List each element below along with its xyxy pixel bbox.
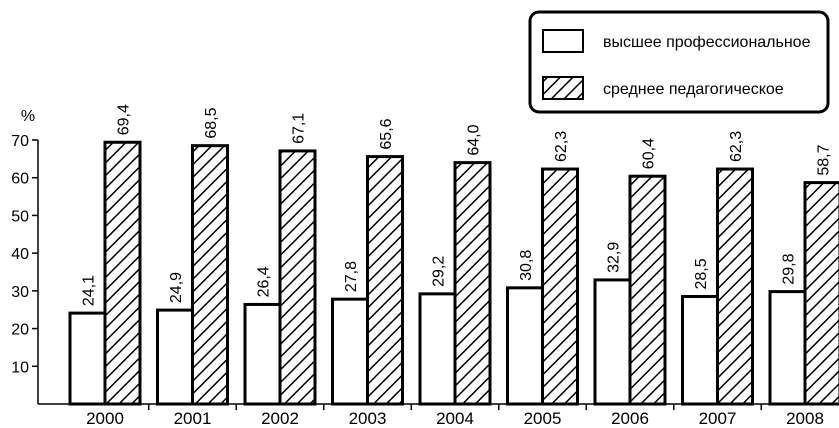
bar-value-label: 24,1 — [81, 275, 98, 306]
bar-value-label: 65,6 — [378, 118, 395, 149]
x-tick-label: 2008 — [786, 409, 824, 428]
y-tick-label: 20 — [11, 322, 29, 339]
bar-higher-professional — [243, 302, 282, 406]
bar-higher-professional — [506, 286, 544, 406]
legend-swatch-higher — [542, 29, 584, 53]
bar-value-label: 62,3 — [728, 131, 745, 162]
bar-higher-professional — [156, 308, 194, 406]
y-tick-label: 30 — [11, 284, 29, 301]
y-axis-title: % — [21, 108, 35, 125]
legend-label-higher: высшее профессиональное — [603, 34, 811, 51]
x-tick-labels: 2000 2001 2002 2003 2004 2005 2006 2007 2008 — [86, 404, 824, 428]
bar-value-label: 62,3 — [553, 131, 570, 162]
y-tick-label: 50 — [11, 208, 29, 225]
y-ticks: 10 20 30 40 50 60 70 — [11, 133, 38, 376]
bar-secondary-pedagogical — [278, 149, 317, 406]
x-tick-label: 2003 — [349, 409, 387, 428]
bar-value-label: 58,7 — [816, 144, 833, 175]
bar-secondary-pedagogical — [103, 140, 142, 406]
y-tick-label: 60 — [11, 171, 29, 188]
bar-secondary-pedagogical — [803, 181, 839, 406]
bar-secondary-pedagogical — [541, 167, 579, 406]
bar-secondary-pedagogical — [366, 155, 404, 406]
bar-higher-professional — [681, 295, 719, 406]
bar-value-label: 29,8 — [781, 253, 798, 284]
x-tick-label: 2005 — [524, 409, 562, 428]
value-labels: 24,1 69,4 24,9 68,5 26,4 67,1 27,8 65,6 29,2 64,0… — [81, 104, 833, 306]
bar-value-label: 32,9 — [606, 242, 623, 273]
bar-value-label: 30,8 — [518, 250, 535, 281]
legend-label-secondary: среднее педагогическое — [603, 81, 784, 98]
legend-swatch-secondary — [542, 76, 584, 100]
bar-secondary-pedagogical — [628, 174, 667, 406]
x-tick-label: 2002 — [261, 409, 299, 428]
x-tick-label: 2006 — [611, 409, 649, 428]
bar-secondary-pedagogical — [453, 161, 492, 406]
x-tick-label: 2001 — [174, 409, 212, 428]
bar-secondary-pedagogical — [191, 144, 229, 406]
legend: высшее профессиональное среднее педагоги… — [528, 10, 830, 114]
bar-value-label: 24,9 — [168, 272, 185, 303]
bar-value-label: 60,4 — [641, 138, 658, 169]
bar-higher-professional — [331, 297, 369, 406]
bar-value-label: 29,2 — [431, 256, 448, 287]
bar-value-label: 64,0 — [466, 124, 483, 155]
bar-value-label: 27,8 — [343, 261, 360, 292]
bar-value-label: 69,4 — [116, 104, 133, 135]
bar-higher-professional — [593, 278, 632, 406]
bars — [68, 140, 839, 406]
bar-secondary-pedagogical — [716, 167, 754, 406]
bar-value-label: 68,5 — [203, 107, 220, 138]
bar-value-label: 26,4 — [256, 266, 273, 297]
bar-higher-professional — [768, 290, 807, 406]
x-tick-label: 2007 — [699, 409, 737, 428]
bar-value-label: 67,1 — [291, 113, 308, 144]
bar-higher-professional — [418, 292, 457, 406]
x-tick-label: 2004 — [436, 409, 474, 428]
y-tick-label: 70 — [11, 133, 29, 150]
bar-higher-professional — [68, 311, 107, 406]
y-tick-label: 10 — [11, 359, 29, 376]
x-tick-label: 2000 — [86, 409, 124, 428]
y-tick-label: 40 — [11, 246, 29, 263]
legend-frame — [528, 10, 830, 114]
bar-value-label: 28,5 — [693, 258, 710, 289]
